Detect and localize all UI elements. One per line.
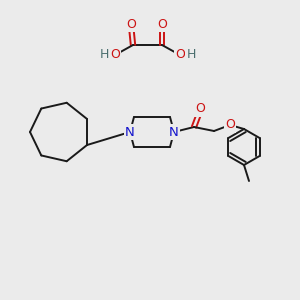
Text: N: N	[169, 125, 179, 139]
Text: N: N	[125, 125, 135, 139]
Text: O: O	[110, 49, 120, 62]
Text: H: H	[99, 49, 109, 62]
Text: H: H	[186, 49, 196, 62]
Text: O: O	[175, 49, 185, 62]
Text: O: O	[157, 17, 167, 31]
Text: O: O	[126, 17, 136, 31]
Text: O: O	[225, 118, 235, 131]
Text: O: O	[195, 103, 205, 116]
